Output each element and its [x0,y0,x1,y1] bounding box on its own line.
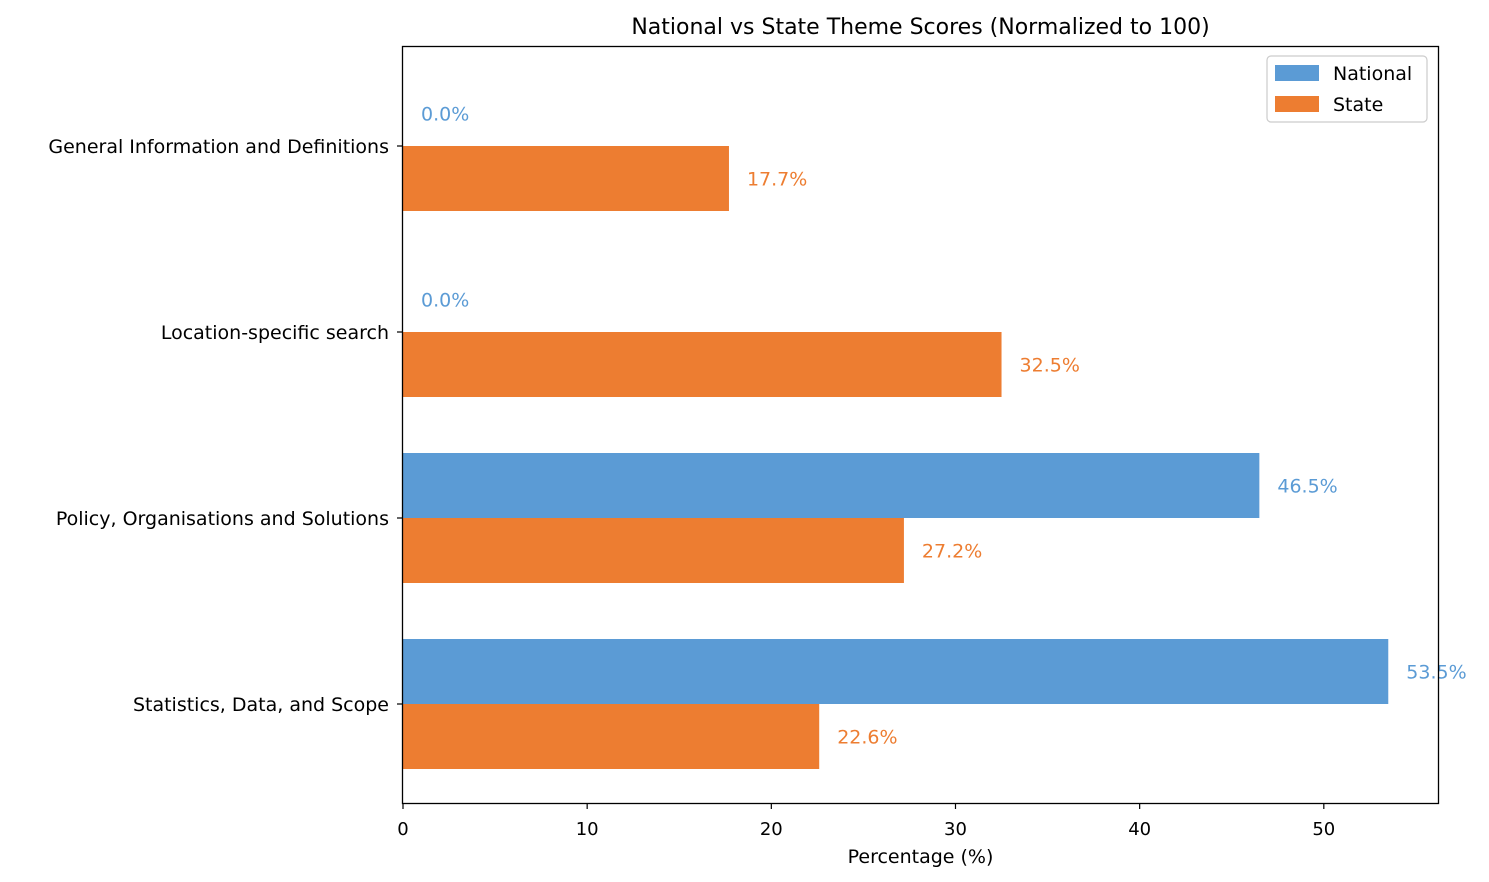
y-tick-label-general-information-and-definitions: General Information and Definitions [48,136,389,158]
data-label-state-policy-organisations-and-solutions: 27.2% [922,541,982,563]
legend-label-national: National [1333,63,1412,85]
data-label-state-statistics-data-and-scope: 22.6% [837,727,897,749]
plot-area: 0 10 20 30 40 50 General Information and Defin… [48,104,1466,841]
x-tick-label: 20 [760,819,783,840]
data-label-state-location-specific-search: 32.5% [1020,355,1080,377]
x-tick-label: 40 [1128,819,1151,840]
y-tick-label-statistics-data-and-scope: Statistics, Data, and Scope [133,694,389,716]
legend-swatch-national [1275,65,1319,81]
x-tick-label: 10 [576,819,599,840]
bar-state-location-specific-search [403,332,1002,397]
data-label-national-policy-organisations-and-solutions: 46.5% [1277,476,1337,498]
legend: National State [1266,55,1428,123]
x-tick-label: 30 [944,819,967,840]
bar-state-general-information-and-definitions [403,146,729,211]
data-label-national-general-information-and-definitions: 0.0% [421,104,469,126]
data-label-national-location-specific-search: 0.0% [421,290,469,312]
x-axis-label: Percentage (%) [848,846,994,868]
chart-title: National vs State Theme Scores (Normaliz… [631,15,1209,40]
bar-national-statistics-data-and-scope [403,639,1389,704]
x-tick-label: 50 [1312,819,1335,840]
axes-frame [401,45,1440,805]
bar-state-policy-organisations-and-solutions [403,518,904,583]
data-label-national-statistics-data-and-scope: 53.5% [1406,662,1466,684]
x-tick-label: 0 [397,819,408,840]
data-label-state-general-information-and-definitions: 17.7% [747,169,807,191]
legend-swatch-state [1275,96,1319,112]
bar-state-statistics-data-and-scope [403,704,820,769]
bar-national-policy-organisations-and-solutions [403,453,1260,518]
y-tick-label-policy-organisations-and-solutions: Policy, Organisations and Solutions [56,508,389,530]
y-tick-label-location-specific-search: Location-specific search [161,322,389,344]
legend-label-state: State [1333,94,1383,116]
